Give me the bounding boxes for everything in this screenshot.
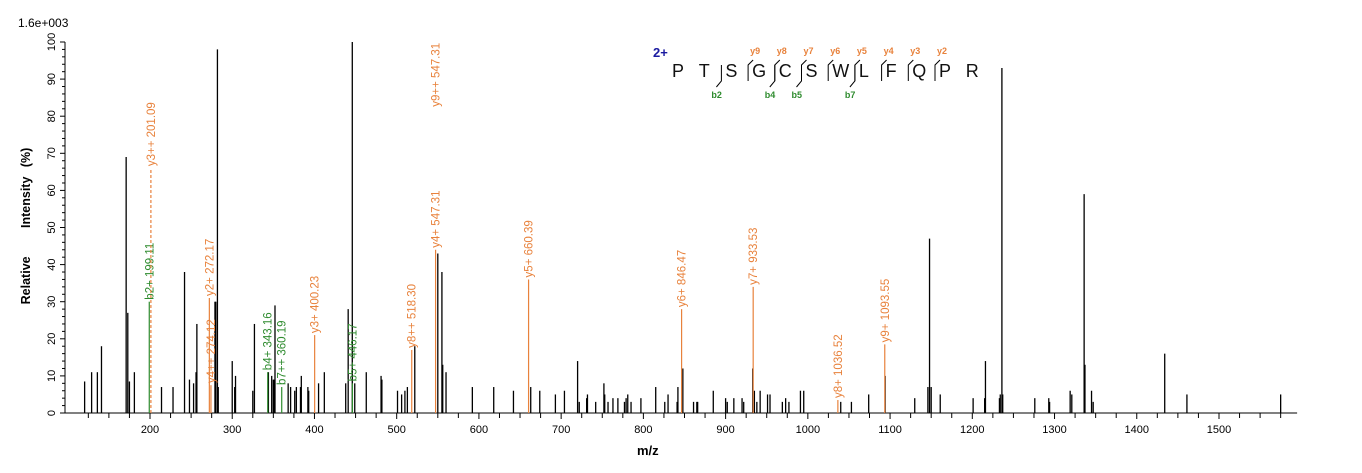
- y-tick-label: 40: [46, 258, 58, 270]
- ion-label: y7+ 933.53: [748, 228, 760, 285]
- y-axis: 0 10 20 30 40 50 60 70 80 90 100: [46, 33, 66, 416]
- ion-label: y2+ 272.17: [204, 239, 216, 296]
- y-ion-label: y2: [937, 46, 948, 56]
- y-tick-label: 90: [46, 73, 58, 85]
- residue: L: [858, 61, 869, 81]
- ion-label: b2+ 199.11: [144, 243, 156, 300]
- fragment-markers: [716, 59, 941, 88]
- residue: Q: [912, 61, 927, 81]
- x-tick-label: 800: [634, 424, 652, 436]
- y-tick-label: 60: [46, 184, 58, 196]
- residue: W: [832, 61, 850, 81]
- ion-label: y5+ 660.39: [524, 220, 536, 277]
- y-tick-label: 20: [46, 333, 58, 345]
- b-ion-marker: [796, 65, 802, 88]
- x-tick-label: 1400: [1125, 424, 1149, 436]
- y-tick-label: 50: [46, 221, 58, 233]
- b-ion-marker: [716, 65, 722, 88]
- x-tick-label: 600: [470, 424, 488, 436]
- b-ion-label: b2: [711, 90, 722, 100]
- b-ion-label: b4: [764, 90, 776, 100]
- ion-annotations: b2+ 199.11 y3++ 201.09 y4++ 274.12 y2+ 272.…: [144, 43, 892, 413]
- x-tick-label: 1000: [796, 424, 820, 436]
- residue: R: [965, 61, 979, 81]
- y-tick-label: 0: [46, 410, 58, 416]
- y-tick-label: 100: [46, 33, 58, 51]
- x-tick-label: 900: [716, 424, 734, 436]
- y-ion-marker: [801, 59, 807, 81]
- ion-label: y3+ 400.23: [310, 276, 322, 333]
- x-tick-label: 500: [388, 424, 406, 436]
- ion-label: y9++ 547.31: [431, 43, 443, 107]
- residue: P: [939, 61, 952, 81]
- x-tick-label: 1100: [878, 424, 902, 436]
- x-axis: 200 300 400 500 600 700 800 900 1000 1100 1200 1300…: [65, 412, 1298, 436]
- x-tick-label: 400: [305, 424, 323, 436]
- y-ion-marker: [774, 59, 781, 81]
- ion-label: y6+ 846.47: [677, 250, 689, 307]
- x-tick-label: 200: [141, 424, 159, 436]
- y-tick-label: 10: [46, 370, 58, 382]
- ion-label: b7++ 360.19: [277, 320, 289, 385]
- b-ion-label: b5: [791, 90, 803, 100]
- y-tick-label: 30: [46, 296, 58, 308]
- y-ion-marker: [934, 59, 941, 81]
- x-tick-label: 300: [223, 424, 241, 436]
- peak-series: [83, 42, 1282, 413]
- x-tick-label: 700: [552, 424, 570, 436]
- residue: G: [752, 61, 767, 81]
- residue: F: [885, 61, 897, 81]
- x-tick-label: 1300: [1042, 424, 1066, 436]
- y-ion-label: y6: [830, 46, 841, 56]
- residue: S: [805, 61, 818, 81]
- b-ion-marker: [769, 65, 776, 88]
- y-ion-label: y5: [856, 46, 867, 56]
- y-ion-marker: [854, 59, 861, 81]
- ion-label: y9+ 1093.55: [880, 279, 892, 343]
- ion-label: b5+ 446.17: [347, 323, 359, 381]
- intensity-scale-label: 1.6e+003: [18, 16, 69, 30]
- y-ion-label: y8: [776, 46, 787, 56]
- charge-state: 2+: [653, 45, 668, 60]
- y-tick-label: 80: [46, 110, 58, 122]
- y-ion-marker: [881, 59, 887, 81]
- y-ion-label: y3: [910, 46, 921, 56]
- x-axis-title: m/z: [637, 443, 659, 458]
- residue: C: [778, 61, 792, 81]
- residue: T: [698, 61, 710, 81]
- residue: P: [672, 61, 685, 81]
- x-tick-label: 1500: [1207, 424, 1231, 436]
- ion-label: b4+ 343.16: [263, 312, 275, 370]
- y-ion-marker: [747, 59, 754, 81]
- ion-label: y4+ 547.31: [431, 191, 443, 248]
- ion-label: y8+ 1036.52: [833, 334, 845, 398]
- y-ion-label: y4: [883, 46, 894, 56]
- x-tick-label: 1200: [960, 424, 984, 436]
- y-ion-label: y9: [750, 46, 761, 56]
- ion-label: y3++ 201.09: [146, 102, 158, 166]
- b-ion-marker: [849, 65, 856, 88]
- y-axis-title: Relative Intensity (%): [19, 147, 33, 305]
- y-tick-label: 70: [46, 147, 58, 159]
- b-ion-label: b7: [844, 90, 856, 100]
- y-ion-marker: [907, 59, 914, 81]
- residue: S: [725, 61, 738, 81]
- y-ion-marker: [827, 59, 834, 81]
- ion-label: y8++ 518.30: [407, 284, 419, 348]
- y-ion-label: y7: [803, 46, 814, 56]
- ion-label: y4++ 274.12: [206, 319, 218, 383]
